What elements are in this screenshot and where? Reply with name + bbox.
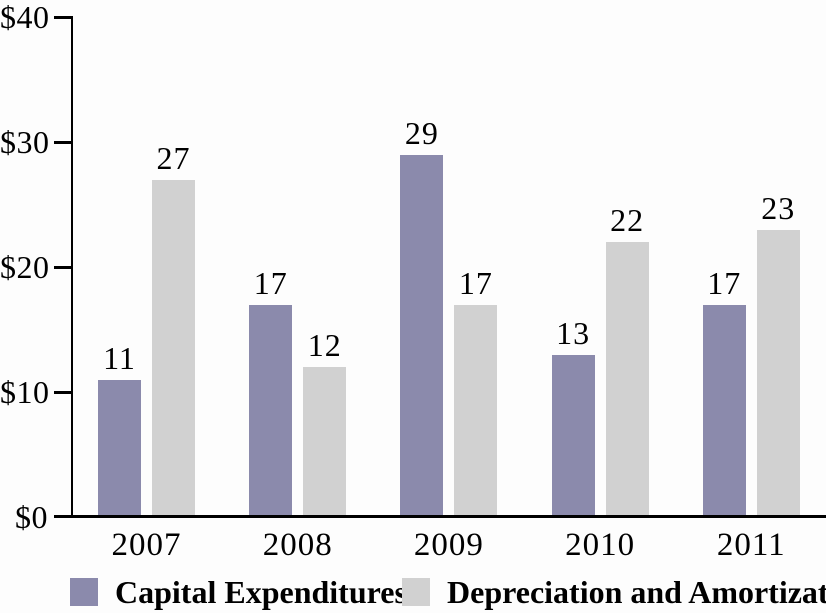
y-axis-tick	[54, 140, 72, 144]
legend-item: Depreciation and Amortization	[402, 576, 826, 608]
y-axis-label: $20	[0, 249, 50, 285]
bar-value-label: 17	[253, 264, 288, 301]
bar	[303, 367, 347, 517]
legend-swatch-icon	[402, 578, 430, 606]
y-axis-label: $10	[0, 374, 50, 410]
y-axis-label: $0	[15, 499, 48, 535]
bar	[454, 304, 498, 517]
bar-value-label: 17	[707, 264, 742, 301]
y-axis-label: $40	[0, 0, 50, 35]
bar	[551, 354, 595, 517]
bar-value-label: 17	[458, 264, 493, 301]
bar-value-label: 13	[556, 314, 591, 351]
x-axis-label: 2008	[262, 527, 333, 563]
bar	[756, 229, 800, 517]
legend-label: Capital Expenditures	[115, 574, 407, 610]
bar-value-label: 29	[404, 114, 439, 151]
bar	[152, 179, 195, 517]
bar-value-label: 22	[610, 202, 645, 238]
bar-value-label: 12	[307, 327, 342, 363]
legend-item: Capital Expenditures	[70, 576, 407, 608]
x-axis-label: 2009	[413, 527, 484, 563]
x-axis-label: 2007	[111, 527, 182, 563]
bar	[702, 304, 746, 517]
y-axis-line	[71, 16, 73, 517]
bar	[605, 242, 649, 517]
x-axis-label: 2011	[716, 527, 786, 563]
bar-value-label: 23	[761, 189, 796, 226]
bar-value-label: 11	[103, 339, 136, 376]
bar	[98, 379, 141, 517]
bar	[400, 154, 444, 517]
x-axis-line	[54, 515, 826, 518]
bar-value-label: 27	[156, 139, 191, 176]
y-axis-label: $30	[0, 124, 50, 160]
x-axis-label: 2010	[565, 527, 636, 563]
y-axis-tick	[54, 265, 72, 269]
y-axis-tick	[54, 15, 72, 19]
legend-swatch-icon	[70, 578, 98, 606]
bar	[249, 304, 293, 517]
y-axis-tick	[54, 390, 72, 394]
legend-label: Depreciation and Amortization	[447, 574, 826, 610]
